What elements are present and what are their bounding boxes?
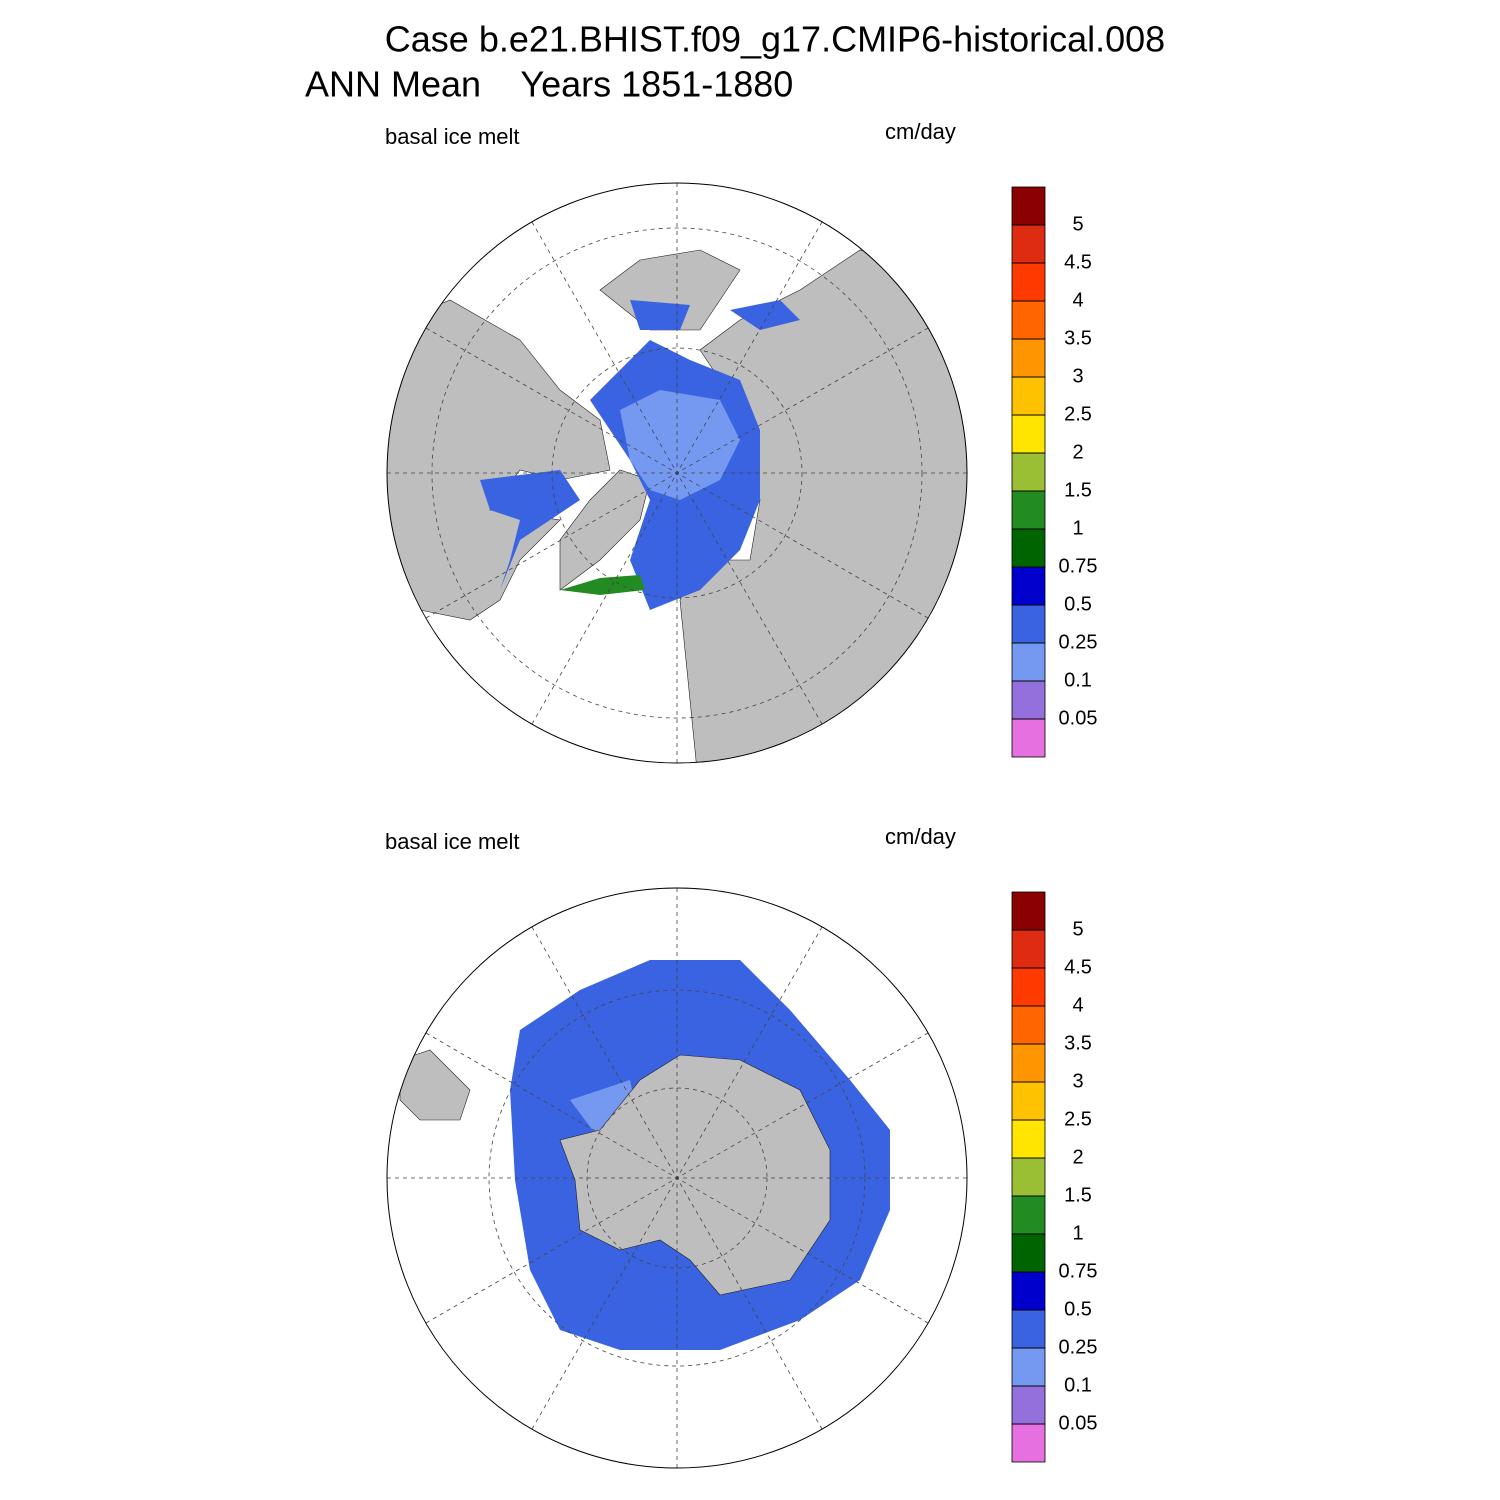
colorbar-box — [1011, 414, 1046, 454]
colorbar-box — [1011, 642, 1046, 682]
colorbar-box — [1011, 891, 1046, 931]
units-label: cm/day — [885, 824, 956, 849]
ice-field — [620, 390, 740, 500]
title-line: Case b.e21.BHIST.f09_g17.CMIP6-historica… — [385, 19, 1165, 60]
ice-field — [630, 300, 690, 330]
land — [399, 1049, 471, 1121]
graticule — [387, 183, 967, 763]
colorbar-label: 1 — [1072, 1222, 1083, 1244]
colorbar-label: 2.5 — [1064, 403, 1092, 425]
colorbar-box — [1011, 452, 1046, 492]
colorbar-label: 0.05 — [1059, 707, 1098, 729]
colorbar-box — [1011, 1309, 1046, 1349]
graticule — [387, 888, 967, 1468]
colorbar-label: 5 — [1072, 918, 1083, 940]
south-map — [386, 887, 968, 1469]
colorbar-box — [1011, 376, 1046, 416]
colorbar-box — [1011, 1385, 1046, 1425]
colorbar-label: 0.75 — [1059, 1260, 1098, 1282]
colorbar-label: 2 — [1072, 441, 1083, 463]
colorbar-box — [1011, 1195, 1046, 1235]
colorbar-label: 0.1 — [1064, 669, 1092, 691]
colorbar-box — [1011, 1347, 1046, 1387]
land — [559, 1054, 831, 1296]
colorbar-box — [1011, 1043, 1046, 1083]
colorbar-label: 0.25 — [1059, 631, 1098, 653]
colorbar-box — [1011, 338, 1046, 378]
colorbar-label: 3.5 — [1064, 1032, 1092, 1054]
colorbar-box — [1011, 262, 1046, 302]
ice-field — [560, 575, 645, 595]
colorbar-box — [1011, 1423, 1046, 1463]
colorbar-box — [1011, 566, 1046, 606]
colorbar-box — [1011, 490, 1046, 530]
colorbar-label: 4 — [1072, 289, 1083, 311]
colorbar-label: 0.25 — [1059, 1336, 1098, 1358]
colorbar-box — [1011, 718, 1046, 758]
colorbar-box — [1011, 929, 1046, 969]
ice-field — [730, 300, 800, 330]
colorbar-label: 1.5 — [1064, 479, 1092, 501]
colorbar-label: 0.75 — [1059, 555, 1098, 577]
colorbar-box — [1011, 1081, 1046, 1121]
colorbar-box — [1011, 186, 1046, 226]
colorbar-label: 4.5 — [1064, 956, 1092, 978]
land — [559, 469, 651, 591]
map-border — [386, 887, 968, 1469]
colorbar-label: 2.5 — [1064, 1108, 1092, 1130]
colorbar-box — [1011, 224, 1046, 264]
colorbar-box — [1011, 604, 1046, 644]
colorbar-label: 4 — [1072, 994, 1083, 1016]
colorbar-box — [1011, 1271, 1046, 1311]
colorbar-label: 0.05 — [1059, 1412, 1098, 1434]
ice-field — [480, 470, 580, 590]
colorbar-box — [1011, 1005, 1046, 1045]
colorbar-box — [1011, 1233, 1046, 1273]
panel-label: basal ice melt — [385, 124, 520, 149]
north-map — [386, 182, 968, 764]
colorbar-label: 0.5 — [1064, 1298, 1092, 1320]
colorbar-box — [1011, 300, 1046, 340]
colorbar-label: 3 — [1072, 1070, 1083, 1092]
colorbar-label: 1 — [1072, 517, 1083, 539]
units-label: cm/day — [885, 119, 956, 144]
colorbar-label: 2 — [1072, 1146, 1083, 1168]
colorbar-box — [1011, 528, 1046, 568]
colorbar-label: 4.5 — [1064, 251, 1092, 273]
colorbar-box — [1011, 680, 1046, 720]
map-fill — [399, 960, 890, 1350]
colorbar-label: 0.5 — [1064, 593, 1092, 615]
colorbar-label: 3.5 — [1064, 327, 1092, 349]
title-line: ANN Mean Years 1851-1880 — [305, 64, 793, 105]
colorbar-box — [1011, 1119, 1046, 1159]
colorbar-box — [1011, 967, 1046, 1007]
colorbar-label: 0.1 — [1064, 1374, 1092, 1396]
colorbar-box — [1011, 1157, 1046, 1197]
colorbar-label: 1.5 — [1064, 1184, 1092, 1206]
colorbar-label: 3 — [1072, 365, 1083, 387]
colorbar-label: 5 — [1072, 213, 1083, 235]
panel-label: basal ice melt — [385, 829, 520, 854]
map-border — [386, 182, 968, 764]
